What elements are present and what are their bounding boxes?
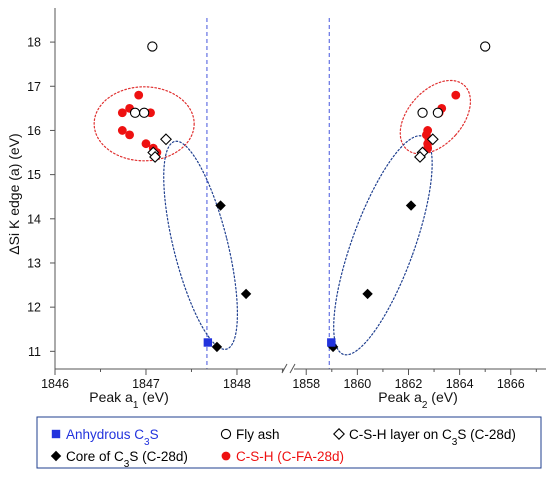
- legend: Anhydrous C3S Fly ash C-S-H layer on C3S (…: [36, 416, 542, 470]
- data-point-circle-open-right-1: [417, 107, 428, 118]
- legend-box: [36, 416, 542, 469]
- legend-marker-diamond-open: [333, 428, 345, 440]
- x-tick-label-left: 1847: [132, 377, 160, 391]
- axis-break-mark: [289, 363, 296, 374]
- data-point-diamond-filled-left-1: [240, 288, 252, 300]
- x-tick-label-left: 1846: [41, 377, 69, 391]
- data-point-circle-filled-left-1: [117, 108, 127, 118]
- data-point-diamond-filled-right-0: [405, 200, 417, 211]
- legend-label-circle-open: Fly ash: [236, 427, 280, 442]
- y-tick-label: 17: [27, 80, 41, 94]
- x-axis-label-left: Peak a1 (eV): [89, 389, 169, 411]
- x-tick-label-left: 1848: [223, 377, 251, 391]
- y-axis-label: ΔSi K edge (a) (eV): [6, 133, 22, 254]
- y-tick-label: 15: [27, 168, 41, 182]
- data-point-circle-open-left-0: [147, 41, 158, 52]
- y-tick-label: 14: [27, 212, 41, 226]
- data-point-diamond-open-left-2: [149, 150, 162, 163]
- legend-label-circle-filled: C-S-H (C-FA-28d): [236, 449, 344, 464]
- x-tick-label-right: 1860: [343, 377, 371, 391]
- data-point-diamond-open-right-2: [414, 150, 426, 163]
- legend-label-diamond-open: C-S-H layer on C3S (C-28d): [349, 427, 516, 448]
- legend-marker-circle-filled: [221, 451, 231, 461]
- plot-area: [93, 18, 491, 369]
- data-point-circle-filled-left-6: [141, 139, 151, 149]
- y-tick-label: 13: [27, 256, 41, 270]
- legend-marker-diamond-filled: [50, 450, 62, 462]
- x-tick-label-right: 1866: [497, 377, 525, 391]
- data-point-circle-filled-right-0: [451, 90, 461, 100]
- ellipse-blue-right: [333, 135, 433, 356]
- y-tick-label: 16: [27, 124, 41, 138]
- y-tick-label: 18: [27, 36, 41, 50]
- ellipse-red-right: [399, 79, 472, 155]
- data-point-square-filled-right-0: [327, 338, 336, 347]
- data-point-circle-open-left-1: [129, 107, 141, 118]
- ellipse-red-left: [93, 86, 195, 162]
- x-tick-label-right: 1864: [446, 377, 474, 391]
- legend-label-diamond-filled: Core of C3S (C-28d): [66, 449, 188, 470]
- data-point-diamond-filled-left-0: [215, 200, 226, 211]
- y-tick-label: 11: [28, 345, 41, 359]
- x-tick-label-right: 1862: [395, 377, 423, 391]
- data-point-diamond-filled-right-1: [362, 288, 373, 300]
- x-tick-label-right: 1858: [292, 377, 320, 391]
- data-point-circle-filled-left-5: [125, 130, 135, 140]
- data-point-circle-open-left-2: [139, 107, 150, 118]
- data-point-circle-filled-left-0: [134, 90, 144, 100]
- data-point-diamond-filled-left-2: [211, 341, 223, 353]
- data-point-circle-open-right-2: [432, 107, 444, 118]
- legend-label-square-filled: Anhydrous C3S: [66, 427, 159, 448]
- data-point-diamond-open-right-0: [426, 133, 439, 146]
- data-point-square-filled-left-0: [203, 338, 213, 347]
- x-axis-label-right: Peak a2 (eV): [378, 389, 458, 411]
- data-point-diamond-open-left-0: [160, 133, 172, 146]
- ellipse-blue-left: [163, 140, 238, 350]
- y-axis-title: ΔSi K edge (a) (eV): [6, 133, 22, 254]
- legend-marker-circle-open: [220, 428, 232, 440]
- y-tick-label: 12: [27, 301, 41, 315]
- legend-marker-square-filled: [51, 429, 61, 439]
- axes: 11 12 13 14 15 16 17 18 1846 1847 1848 1858 1860 1862…: [27, 8, 546, 391]
- data-point-circle-filled-left-4: [117, 126, 127, 135]
- x-axis-titles: Peak a1 (eV) Peak a2 (eV): [89, 389, 458, 411]
- data-point-circle-open-right-0: [480, 41, 491, 52]
